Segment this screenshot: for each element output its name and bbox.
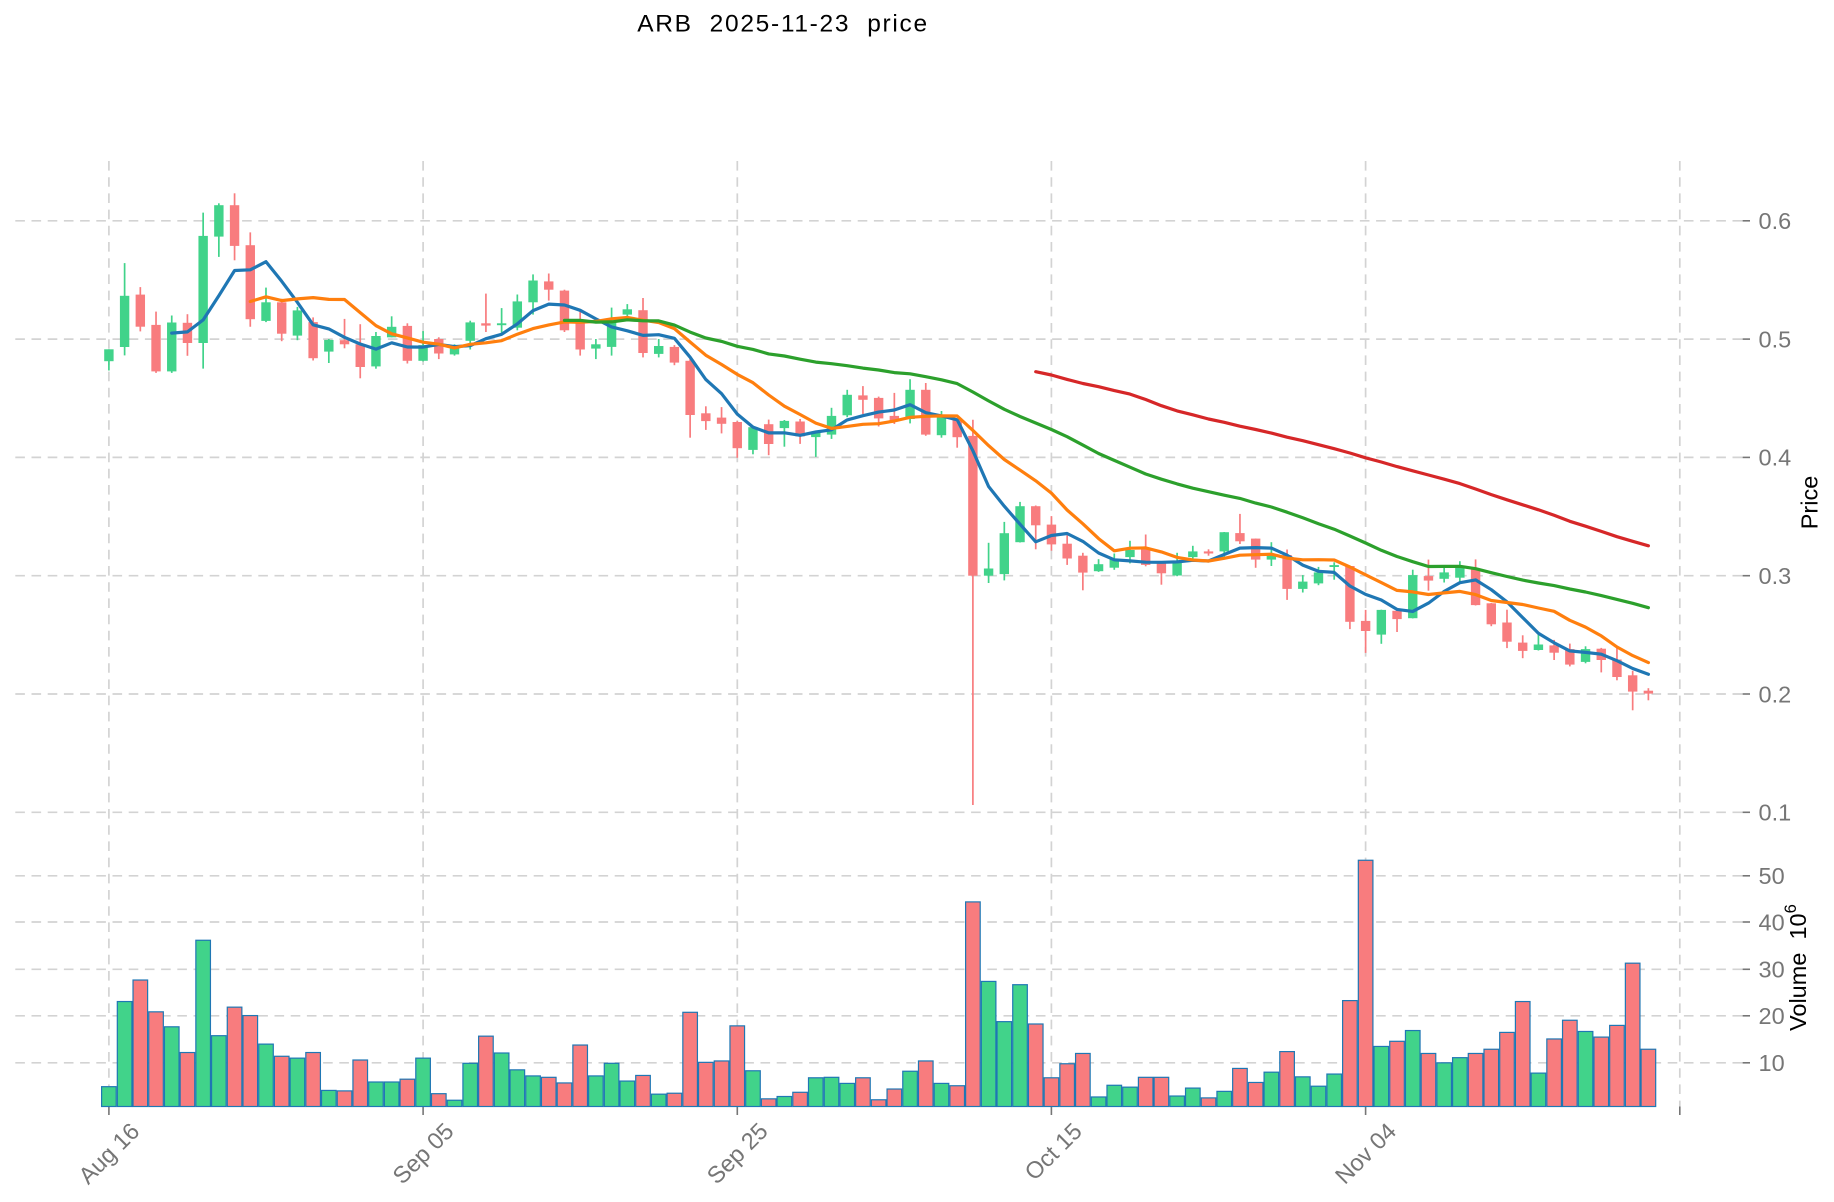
- svg-text:30: 30: [1759, 957, 1785, 983]
- svg-text:Price: Price: [1797, 476, 1823, 530]
- svg-text:0.3: 0.3: [1759, 563, 1792, 589]
- svg-text:10: 10: [1759, 1050, 1785, 1076]
- svg-text:0.1: 0.1: [1759, 800, 1792, 826]
- svg-text:50: 50: [1759, 863, 1785, 889]
- svg-text:ARB 2025-11-23 price: ARB 2025-11-23 price: [637, 11, 929, 38]
- svg-text:0.5: 0.5: [1759, 326, 1792, 352]
- svg-text:0.4: 0.4: [1759, 445, 1792, 471]
- svg-text:0.2: 0.2: [1759, 681, 1792, 707]
- svg-text:0.6: 0.6: [1759, 208, 1792, 234]
- svg-text:40: 40: [1759, 909, 1785, 935]
- svg-text:20: 20: [1759, 1003, 1785, 1029]
- svg-text:Volume 106: Volume 106: [1782, 904, 1811, 1031]
